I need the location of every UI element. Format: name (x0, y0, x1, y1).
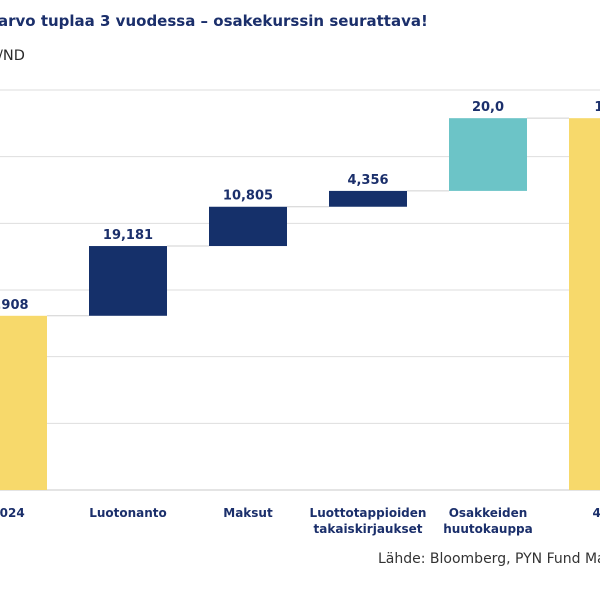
data-label-2: 10,805 (223, 189, 273, 204)
data-label-5: 102 (594, 100, 600, 115)
data-label-3: 4,356 (347, 173, 388, 188)
source-note: Lähde: Bloomberg, PYN Fund Ma (378, 551, 600, 567)
data-label-0: 7,908 (0, 298, 29, 313)
bar-2 (209, 206, 287, 247)
bar-0 (0, 315, 47, 490)
category-label-1: Luotonanto (89, 506, 167, 520)
category-label-4-line-1: huutokauppa (443, 522, 533, 536)
data-label-1: 19,181 (103, 228, 153, 243)
bar-4 (449, 118, 527, 191)
category-label-3-line-0: Luottotappioiden (310, 506, 427, 520)
chart-title: arvo tuplaa 3 vuodessa – osakekurssin se… (0, 12, 428, 30)
data-labels: 7,908 19,181 10,805 4,356 20,0 102 (0, 100, 600, 313)
bar-5 (569, 118, 600, 490)
unit-label: /ND (0, 48, 25, 64)
bar-3 (329, 190, 407, 207)
category-label-4-line-0: Osakkeiden (449, 506, 528, 520)
category-label-5: 4Q 2 (592, 506, 600, 520)
bars (0, 117, 600, 490)
category-label-3-line-1: takaiskirjaukset (314, 522, 423, 536)
bar-1 (89, 246, 167, 316)
data-label-4: 20,0 (472, 100, 504, 115)
category-label-0: 2024 (0, 506, 25, 520)
category-label-2: Maksut (223, 506, 273, 520)
category-labels: 2024 Luotonanto Maksut Luottotappioiden taka… (0, 506, 600, 536)
